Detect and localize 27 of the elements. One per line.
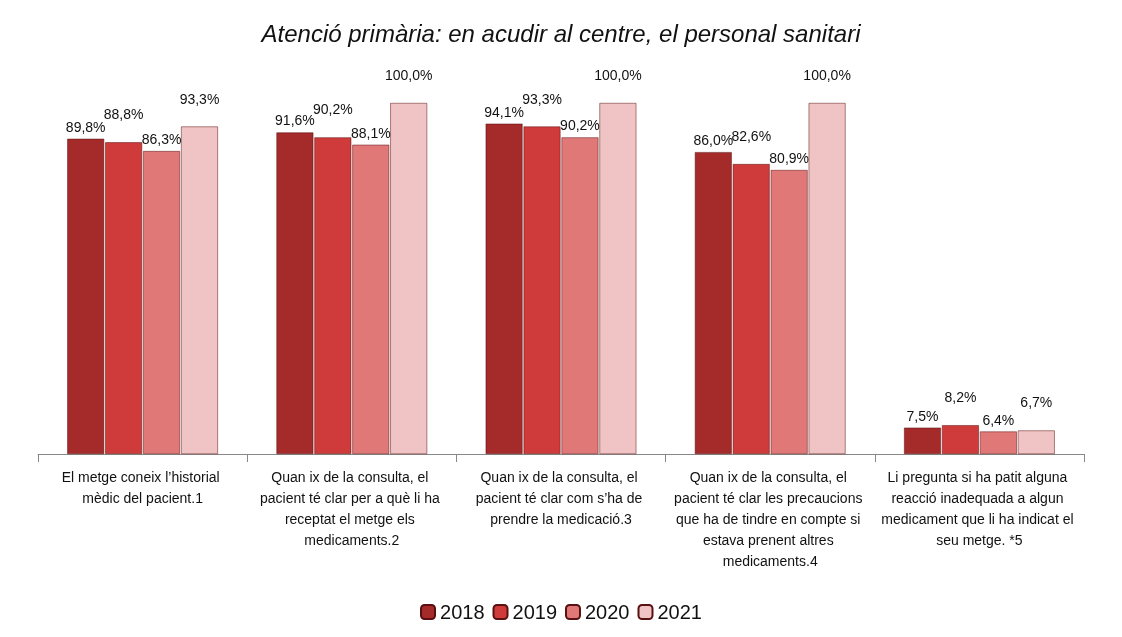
data-label: 100,0% — [594, 67, 642, 83]
x-tick-label: Quan ix de la consulta, el pacient té clar les precaucions que ha de tindre en compte si estava prenent altres medicaments.4 — [674, 468, 867, 569]
x-tick-label: Quan ix de la consulta, el pacient té clar per a què li ha receptat el metge els medicaments.2 — [259, 468, 444, 548]
data-label: 100,0% — [384, 67, 433, 83]
legend-label: 2018 — [440, 601, 485, 623]
data-label: 94,1% — [484, 103, 524, 120]
data-label: 8,2% — [944, 389, 977, 406]
legend-label: 2019 — [512, 601, 558, 623]
data-label: 100,0% — [803, 67, 851, 83]
chart-title: Atenció primària: en acudir al centre, el personal sanitari — [259, 19, 862, 47]
data-label: 7,5% — [906, 407, 939, 424]
data-label: 91,6% — [275, 112, 315, 129]
legend-label: 2021 — [657, 601, 702, 623]
data-label: 6,4% — [982, 411, 1015, 428]
x-tick-label: Li pregunta si ha patit alguna reacció inadequada a algun medicament que li ha indicat el seu metge. *5 — [881, 468, 1078, 548]
data-label: 80,9% — [769, 150, 810, 167]
data-label: 86,3% — [141, 131, 182, 148]
data-label: 90,2% — [560, 117, 600, 134]
data-label: 93,3% — [522, 90, 562, 107]
x-tick-label: El metge coneix l’historial mèdic del pacient.1 — [61, 468, 224, 506]
data-label: 6,7% — [1020, 394, 1053, 411]
legend-label: 2020 — [585, 601, 630, 623]
data-label: 93,3% — [179, 90, 220, 107]
data-label: 89,8% — [65, 118, 106, 135]
data-label: 88,8% — [103, 106, 144, 123]
x-tick-label: Quan ix de la consulta, el pacient té clar com s’ha de prendre la medicació.3 — [475, 468, 647, 527]
data-label: 90,2% — [312, 101, 353, 118]
